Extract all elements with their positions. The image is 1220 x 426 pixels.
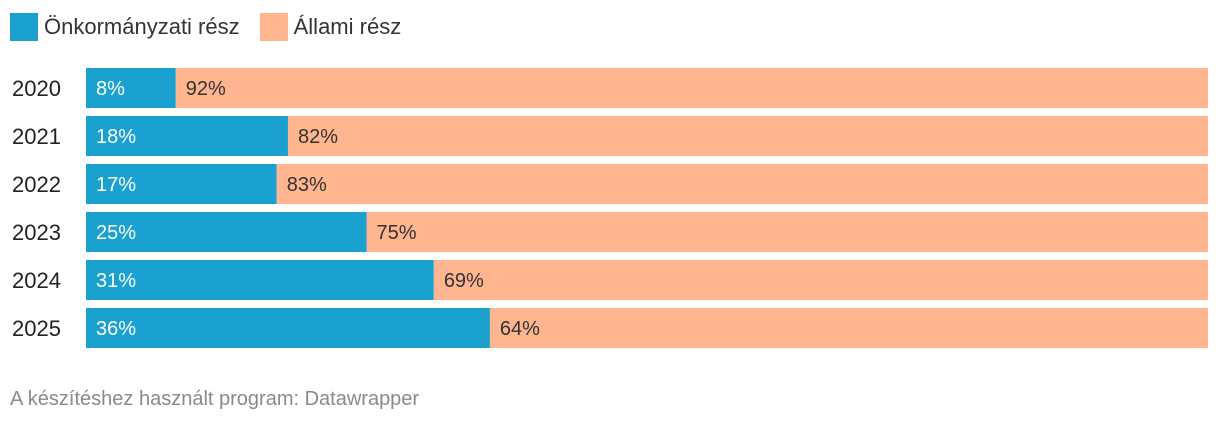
bar-allami-2023: [366, 212, 1208, 252]
data-label-onkormanyzati-2020: 8%: [96, 78, 125, 100]
data-label-allami-2021: 82%: [298, 126, 338, 148]
data-label-allami-2020: 92%: [186, 78, 226, 100]
y-tick-label-2021: 2021: [12, 124, 61, 149]
bar-onkormanyzati-2023: [86, 212, 367, 252]
bar-allami-2021: [287, 116, 1209, 156]
bar-onkormanyzati-2025: [86, 308, 490, 348]
bar-allami-2020: [175, 68, 1208, 108]
stacked-bar-chart: 2020 8% 92% 2021 18% 82% 2022 17% 83% 2023 25% 75% 2…: [12, 68, 1209, 348]
legend-item-onkormanyzati: Önkormányzati rész: [10, 13, 240, 41]
legend-swatch-onkormanyzati: [10, 13, 38, 41]
bar-onkormanyzati-2021: [86, 116, 288, 156]
legend-swatch-allami: [259, 13, 288, 41]
bar-onkormanyzati-2022: [86, 164, 277, 204]
data-label-onkormanyzati-2024: 31%: [96, 270, 136, 292]
data-label-onkormanyzati-2021: 18%: [96, 126, 136, 148]
bar-onkormanyzati-2020: [86, 68, 176, 108]
y-tick-label-2022: 2022: [12, 172, 61, 197]
footer-credit: A készítéshez használt program: Datawrap…: [10, 388, 420, 410]
y-tick-label-2020: 2020: [12, 76, 61, 101]
legend: Önkormányzati rész Állami rész: [10, 12, 421, 42]
y-tick-label-2023: 2023: [12, 220, 61, 245]
data-label-onkormanyzati-2022: 17%: [96, 174, 136, 196]
legend-label-allami: Állami rész: [293, 14, 402, 39]
bar-allami-2025: [489, 308, 1208, 348]
data-label-allami-2023: 75%: [377, 222, 417, 244]
legend-label-onkormanyzati: Önkormányzati rész: [44, 14, 240, 39]
data-label-onkormanyzati-2023: 25%: [96, 222, 136, 244]
data-label-allami-2022: 83%: [287, 174, 327, 196]
legend-item-allami: Állami rész: [259, 13, 402, 41]
y-tick-label-2025: 2025: [12, 316, 61, 341]
data-label-onkormanyzati-2025: 36%: [96, 318, 136, 340]
bar-allami-2022: [276, 164, 1208, 204]
y-tick-label-2024: 2024: [12, 268, 61, 293]
bar-allami-2024: [433, 260, 1208, 300]
data-label-allami-2025: 64%: [500, 318, 540, 340]
bar-onkormanyzati-2024: [86, 260, 434, 300]
data-label-allami-2024: 69%: [444, 270, 484, 292]
